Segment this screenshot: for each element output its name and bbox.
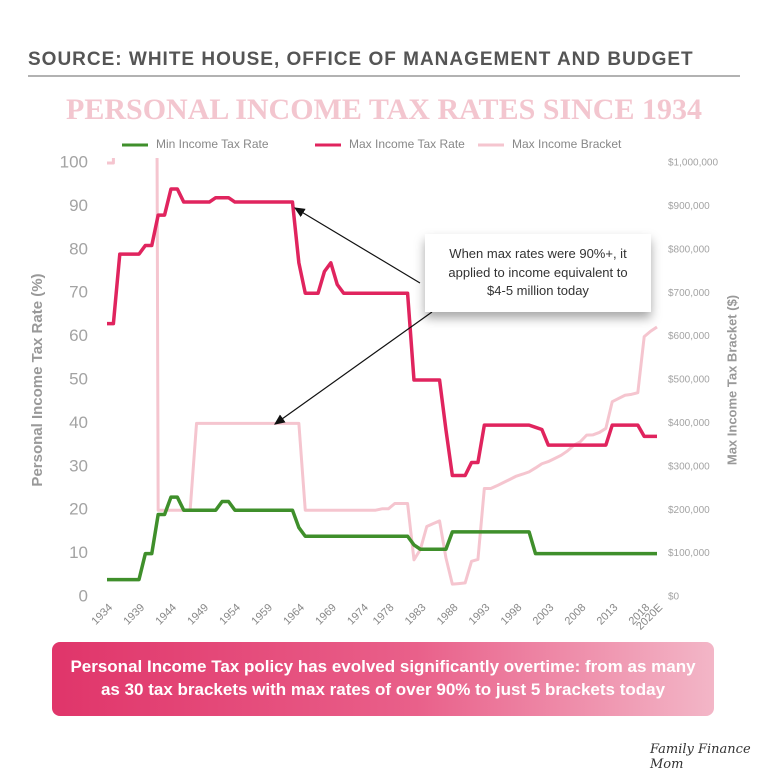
x-tick-label: 1978: [371, 602, 397, 628]
y2-tick-label: $700,000: [668, 288, 710, 299]
legend-label: Max Income Bracket: [512, 137, 622, 151]
y-tick-label: 0: [79, 586, 88, 605]
plot-area: [107, 158, 658, 586]
x-tick-label: 1954: [217, 602, 243, 628]
y2-tick-label: $900,000: [668, 201, 710, 212]
y2-tick-label: $500,000: [668, 375, 710, 386]
y2-axis-label: Max Income Tax Bracket ($): [724, 295, 739, 465]
x-tick-label: 1949: [185, 602, 211, 628]
footnote: Personal Income Tax policy has evolved s…: [52, 642, 714, 716]
x-tick-label: 1983: [403, 602, 429, 628]
x-tick-label: 1969: [313, 602, 339, 628]
series-line: [107, 158, 658, 586]
y2-tick-label: $800,000: [668, 244, 710, 255]
chart-title: PERSONAL INCOME TAX RATES SINCE 1934: [66, 93, 702, 126]
x-tick-label: 1988: [435, 602, 461, 628]
y-tick-label: 80: [69, 239, 88, 258]
y-tick-label: 70: [69, 283, 88, 302]
y2-tick-label: $300,000: [668, 461, 710, 472]
legend-label: Max Income Tax Rate: [349, 137, 465, 151]
x-tick-label: 1934: [89, 602, 115, 628]
x-tick-label: 1944: [153, 602, 179, 628]
legend-label: Min Income Tax Rate: [156, 137, 269, 151]
x-tick-label: 2013: [595, 602, 621, 628]
y-tick-label: 10: [69, 543, 88, 562]
y2-tick-label: $1,000,000: [668, 158, 718, 169]
y-tick-label: 30: [69, 456, 88, 475]
x-tick-label: 1998: [499, 602, 525, 628]
x-tick-label: 1959: [249, 602, 275, 628]
y2-tick-label: $400,000: [668, 418, 710, 429]
y-tick-label: 50: [69, 369, 88, 388]
y-tick-label: 20: [69, 500, 88, 519]
y-tick-label: 40: [69, 413, 88, 432]
y2-tick-label: $200,000: [668, 505, 710, 516]
y-tick-label: 60: [69, 326, 88, 345]
y2-tick-label: $600,000: [668, 331, 710, 342]
annotation-arrow: [274, 311, 433, 425]
source: SOURCE: WHITE HOUSE, OFFICE OF MANAGEMEN…: [28, 49, 694, 70]
y-axis-label: Personal Income Tax Rate (%): [29, 273, 46, 486]
x-tick-label: 2003: [531, 602, 557, 628]
x-tick-label: 2008: [563, 602, 589, 628]
x-tick-label: 1964: [281, 602, 307, 628]
x-tick-label: 1974: [345, 602, 371, 628]
annotation-arrow: [293, 207, 421, 284]
annotation: When max rates were 90%+, it applied to …: [425, 234, 651, 312]
series-line: [107, 187, 657, 478]
y2-tick-label: $100,000: [668, 548, 710, 559]
series-line: [107, 495, 657, 582]
x-tick-label: 1993: [467, 602, 493, 628]
y2-tick-label: $0: [668, 592, 680, 603]
y-tick-label: 100: [60, 152, 88, 171]
x-tick-label: 1939: [121, 602, 147, 628]
y-tick-label: 90: [69, 196, 88, 215]
